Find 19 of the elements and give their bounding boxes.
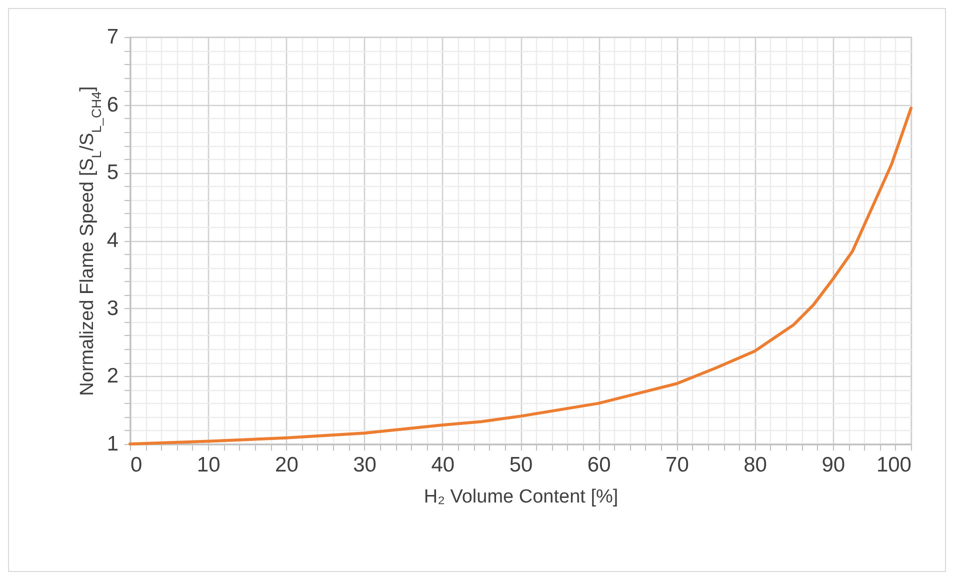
x-axis-title: H₂ Volume Content [%]	[424, 486, 618, 508]
x-tick-label: 60	[587, 454, 611, 476]
x-tick-label: 0	[130, 454, 142, 476]
x-tick-label: 80	[744, 454, 767, 476]
y-tick-label: 2	[106, 364, 118, 388]
y-tick-label: 1	[106, 432, 118, 456]
x-tick-label: 100	[876, 454, 912, 476]
x-tick-label: 40	[431, 454, 455, 476]
x-tick-label: 10	[196, 454, 220, 476]
y-tick-label: 5	[106, 161, 118, 184]
x-tick-label: 30	[353, 454, 376, 476]
y-tick-label: 4	[106, 229, 119, 252]
y-tick-label: 7	[106, 26, 118, 48]
x-tick-label: 20	[275, 454, 298, 476]
x-tick-label: 50	[509, 454, 533, 476]
x-tick-label: 70	[666, 454, 689, 476]
y-tick-label: 6	[106, 93, 118, 116]
x-tick-label: 90	[822, 454, 846, 476]
y-tick-label: 3	[106, 296, 118, 320]
